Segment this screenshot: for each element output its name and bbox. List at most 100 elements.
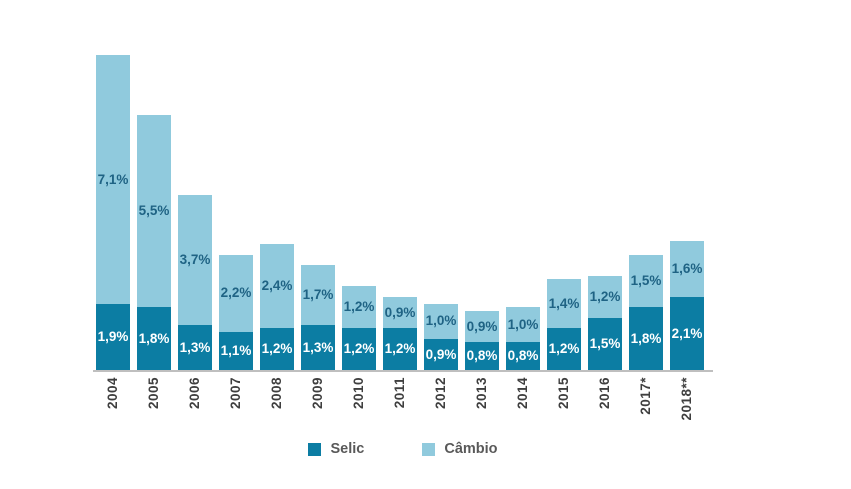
x-tick-label: 2017* xyxy=(638,377,653,415)
segment-selic: 1,5% xyxy=(588,317,622,370)
segment-selic: 0,8% xyxy=(465,342,499,370)
segment-selic: 1,1% xyxy=(219,331,253,370)
value-label: 1,2% xyxy=(261,341,293,357)
x-tick-2016: 2016 xyxy=(588,375,622,439)
x-tick-2018: 2018** xyxy=(670,375,704,439)
value-label: 1,3% xyxy=(179,339,211,355)
value-label: 1,5% xyxy=(630,273,662,288)
segment-selic: 1,2% xyxy=(260,328,294,370)
x-tick-2009: 2009 xyxy=(301,375,335,439)
x-tick-label: 2012 xyxy=(433,377,448,410)
legend-label: Selic xyxy=(330,441,365,457)
x-tick-2010: 2010 xyxy=(342,375,376,439)
value-label: 1,2% xyxy=(343,341,375,357)
value-label: 1,2% xyxy=(384,341,416,357)
segment-cmbio: 3,7% xyxy=(178,195,212,325)
x-tick-label: 2018** xyxy=(679,377,694,421)
plot-area: 7,1% 1,9% 5,5% 1,8% 3,7% 1,3% 2,2% 1,1% 2,4% 1,2%… xyxy=(96,0,704,370)
segment-selic: 2,1% xyxy=(670,296,704,370)
segment-selic: 0,8% xyxy=(506,342,540,370)
bar-2013: 0,9% 0,8% xyxy=(465,310,499,370)
legend-item-cmbio: Câmbio xyxy=(422,441,498,457)
legend-swatch-icon xyxy=(308,442,322,456)
segment-selic: 1,3% xyxy=(301,324,335,370)
segment-selic: 1,2% xyxy=(383,328,417,370)
value-label: 0,9% xyxy=(466,318,498,334)
value-label: 1,7% xyxy=(302,287,334,302)
segment-cmbio: 1,4% xyxy=(547,279,581,328)
segment-cmbio: 1,7% xyxy=(301,265,335,325)
segment-cmbio: 1,2% xyxy=(342,286,376,328)
x-tick-label: 2013 xyxy=(474,377,489,410)
bar-2011: 0,9% 1,2% xyxy=(383,296,417,370)
segment-cmbio: 1,5% xyxy=(629,254,663,307)
legend-swatch-icon xyxy=(422,442,436,456)
legend-item-selic: Selic xyxy=(308,441,364,457)
segment-selic: 1,2% xyxy=(547,328,581,370)
x-tick-label: 2014 xyxy=(515,377,530,410)
value-label: 1,5% xyxy=(589,336,621,351)
segment-cmbio: 2,4% xyxy=(260,244,294,328)
value-label: 0,8% xyxy=(466,348,498,364)
x-tick-label: 2016 xyxy=(597,377,612,410)
x-tick-2006: 2006 xyxy=(178,375,212,439)
value-label: 2,4% xyxy=(261,278,293,294)
value-label: 3,7% xyxy=(179,252,211,267)
x-tick-label: 2006 xyxy=(187,377,202,410)
bar-2014: 1,0% 0,8% xyxy=(506,307,540,370)
bar-2012: 1,0% 0,9% xyxy=(424,303,458,370)
bar-2015: 1,4% 1,2% xyxy=(547,279,581,370)
bar-2006: 3,7% 1,3% xyxy=(178,195,212,370)
segment-selic: 1,2% xyxy=(342,328,376,370)
segment-cmbio: 1,6% xyxy=(670,240,704,297)
value-label: 1,2% xyxy=(343,299,375,315)
bar-2010: 1,2% 1,2% xyxy=(342,286,376,370)
bar-2017: 1,5% 1,8% xyxy=(629,254,663,370)
segment-selic: 1,8% xyxy=(137,307,171,370)
x-tick-2007: 2007 xyxy=(219,375,253,439)
x-tick-label: 2015 xyxy=(556,377,571,410)
segment-cmbio: 1,2% xyxy=(588,275,622,318)
value-label: 2,2% xyxy=(220,285,252,301)
segment-selic: 0,9% xyxy=(424,338,458,370)
value-label: 2,1% xyxy=(671,325,703,341)
x-tick-2008: 2008 xyxy=(260,375,294,439)
value-label: 1,0% xyxy=(507,316,539,332)
value-label: 1,3% xyxy=(302,339,334,355)
bar-2009: 1,7% 1,3% xyxy=(301,265,335,370)
x-tick-2011: 2011 xyxy=(383,375,417,439)
bar-2008: 2,4% 1,2% xyxy=(260,244,294,370)
x-tick-label: 2007 xyxy=(228,377,243,410)
bar-2004: 7,1% 1,9% xyxy=(96,55,130,370)
segment-cmbio: 2,2% xyxy=(219,254,253,332)
segment-cmbio: 5,5% xyxy=(137,114,171,307)
value-label: 1,4% xyxy=(548,295,580,311)
segment-cmbio: 7,1% xyxy=(96,55,130,304)
x-tick-2013: 2013 xyxy=(465,375,499,439)
value-label: 1,1% xyxy=(220,343,252,358)
bar-2018: 1,6% 2,1% xyxy=(670,240,704,370)
value-label: 1,6% xyxy=(671,260,703,276)
segment-cmbio: 0,9% xyxy=(465,310,499,342)
x-tick-label: 2008 xyxy=(269,377,284,410)
value-label: 1,2% xyxy=(548,341,580,357)
value-label: 1,0% xyxy=(425,313,457,329)
x-tick-label: 2004 xyxy=(105,377,120,410)
x-tick-2017: 2017* xyxy=(629,375,663,439)
x-tick-label: 2009 xyxy=(310,377,325,410)
x-tick-2004: 2004 xyxy=(96,375,130,439)
segment-cmbio: 1,0% xyxy=(506,307,540,342)
x-axis-line xyxy=(93,370,713,372)
segment-selic: 1,9% xyxy=(96,303,130,370)
legend: Selic Câmbio xyxy=(93,441,713,457)
value-label: 7,1% xyxy=(97,171,129,187)
bar-2016: 1,2% 1,5% xyxy=(588,275,622,370)
value-label: 1,2% xyxy=(589,288,621,304)
x-tick-label: 2011 xyxy=(392,377,407,409)
segment-cmbio: 1,0% xyxy=(424,303,458,339)
value-label: 0,9% xyxy=(384,304,416,320)
bar-2005: 5,5% 1,8% xyxy=(137,114,171,370)
bar-2007: 2,2% 1,1% xyxy=(219,254,253,370)
value-label: 1,8% xyxy=(138,330,170,346)
x-tick-2012: 2012 xyxy=(424,375,458,439)
